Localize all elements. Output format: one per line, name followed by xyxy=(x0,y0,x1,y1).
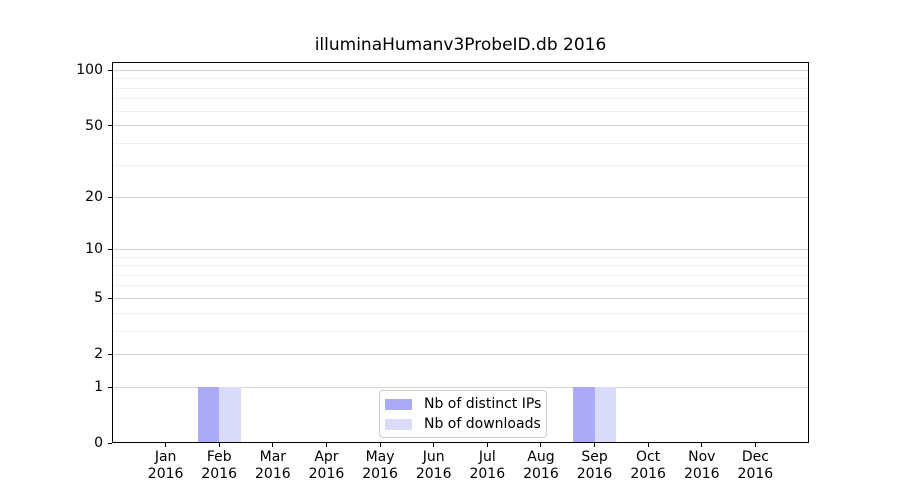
x-tick-label-year: 2016 xyxy=(308,466,345,482)
x-tick-label: Jan 2016 xyxy=(134,449,198,483)
y-gridline-minor xyxy=(113,98,808,100)
y-gridline-major xyxy=(113,353,808,355)
x-tick-label-year: 2016 xyxy=(469,466,506,482)
y-tick-label: 20 xyxy=(85,189,103,206)
x-tick xyxy=(754,443,756,447)
x-tick-label-month: Jun xyxy=(422,449,445,465)
x-tick xyxy=(540,443,542,447)
x-tick xyxy=(647,443,649,447)
plot-area xyxy=(112,62,809,443)
x-tick-label-month: Sep xyxy=(581,449,608,465)
x-tick xyxy=(325,443,327,447)
y-tick-label: 0 xyxy=(94,435,103,451)
y-gridline-minor xyxy=(113,110,808,112)
y-gridline-minor xyxy=(113,330,808,332)
y-tick xyxy=(108,353,112,355)
y-gridline-major xyxy=(113,69,808,71)
x-tick xyxy=(701,443,703,447)
x-tick-label-year: 2016 xyxy=(576,466,613,482)
bar-distinct-ips xyxy=(197,387,220,442)
y-gridline-major xyxy=(113,196,808,198)
y-gridline-major xyxy=(113,386,808,388)
x-tick-label-year: 2016 xyxy=(523,466,559,482)
bar-distinct-ips xyxy=(573,387,595,442)
x-tick-label-month: Jul xyxy=(478,449,496,465)
x-tick-label-year: 2016 xyxy=(415,466,452,482)
y-tick-label: 100 xyxy=(76,62,103,79)
y-tick xyxy=(108,442,112,444)
bar-downloads xyxy=(219,387,241,442)
legend-swatch-distinct-ips xyxy=(385,398,412,410)
x-tick xyxy=(594,443,596,447)
y-gridline-major xyxy=(113,248,808,250)
x-tick-label: Jun 2016 xyxy=(402,449,466,483)
x-tick-label-month: Mar xyxy=(259,449,287,465)
x-tick-label-month: Jan xyxy=(154,449,177,465)
x-tick-label: May 2016 xyxy=(348,449,412,483)
y-tick xyxy=(108,69,112,71)
legend-label-distinct-ips: Nb of distinct IPs xyxy=(424,396,542,412)
y-tick-label: 50 xyxy=(85,117,103,134)
x-tick-label: Mar 2016 xyxy=(241,449,305,483)
x-tick-label-month: Nov xyxy=(688,449,716,465)
x-tick xyxy=(486,443,488,447)
y-gridline-minor xyxy=(113,274,808,276)
x-tick xyxy=(218,443,220,447)
y-tick xyxy=(108,248,112,250)
x-tick-label-year: 2016 xyxy=(201,466,238,482)
y-tick-label: 10 xyxy=(85,241,103,258)
x-tick-label-month: Oct xyxy=(636,449,661,465)
y-gridline-minor xyxy=(113,265,808,267)
x-tick-label: Sep 2016 xyxy=(563,449,627,483)
y-gridline-minor xyxy=(113,312,808,314)
y-gridline-minor xyxy=(113,256,808,258)
x-tick-label-month: Dec xyxy=(741,449,769,465)
x-tick-label: Jul 2016 xyxy=(455,449,519,483)
y-gridline-minor xyxy=(113,165,808,167)
x-tick-label-year: 2016 xyxy=(255,466,291,482)
legend: Nb of distinct IPs Nb of downloads xyxy=(379,390,547,438)
x-tick-label-year: 2016 xyxy=(737,466,774,482)
y-gridline-minor xyxy=(113,78,808,80)
y-gridline-minor xyxy=(113,142,808,144)
y-tick xyxy=(108,125,112,127)
x-tick-label-month: Aug xyxy=(527,449,555,465)
x-tick xyxy=(272,443,274,447)
y-gridline-major xyxy=(113,125,808,127)
legend-item-downloads: Nb of downloads xyxy=(380,414,546,434)
y-gridline-major xyxy=(113,297,808,299)
x-tick-label: Aug 2016 xyxy=(509,449,573,483)
y-gridline-minor xyxy=(113,285,808,287)
x-tick-label: Apr 2016 xyxy=(294,449,358,483)
y-tick xyxy=(108,297,112,299)
x-tick-label-year: 2016 xyxy=(630,466,666,482)
x-tick xyxy=(433,443,435,447)
y-tick-label: 5 xyxy=(94,290,103,307)
x-tick-label: Feb 2016 xyxy=(187,449,251,483)
x-tick-label-year: 2016 xyxy=(683,466,720,482)
x-tick-label-month: Apr xyxy=(314,449,339,465)
legend-swatch-downloads xyxy=(385,418,412,430)
bar-downloads xyxy=(594,387,616,442)
chart-title: illuminaHumanv3ProbeID.db 2016 xyxy=(314,35,607,55)
legend-label-downloads: Nb of downloads xyxy=(424,416,541,432)
x-tick-label-year: 2016 xyxy=(147,466,184,482)
x-tick xyxy=(379,443,381,447)
x-tick-label: Dec 2016 xyxy=(723,449,787,483)
x-tick-label-month: Feb xyxy=(206,449,232,465)
x-tick-label: Oct 2016 xyxy=(616,449,680,483)
x-tick-label-year: 2016 xyxy=(362,466,398,482)
y-tick-label: 2 xyxy=(94,346,103,363)
x-tick-label: Nov 2016 xyxy=(670,449,734,483)
y-tick xyxy=(108,196,112,198)
legend-item-distinct-ips: Nb of distinct IPs xyxy=(380,394,546,414)
y-tick-label: 1 xyxy=(94,379,103,396)
x-tick-label-month: May xyxy=(365,449,395,465)
x-tick xyxy=(165,443,167,447)
y-tick xyxy=(108,386,112,388)
y-gridline-minor xyxy=(113,87,808,89)
